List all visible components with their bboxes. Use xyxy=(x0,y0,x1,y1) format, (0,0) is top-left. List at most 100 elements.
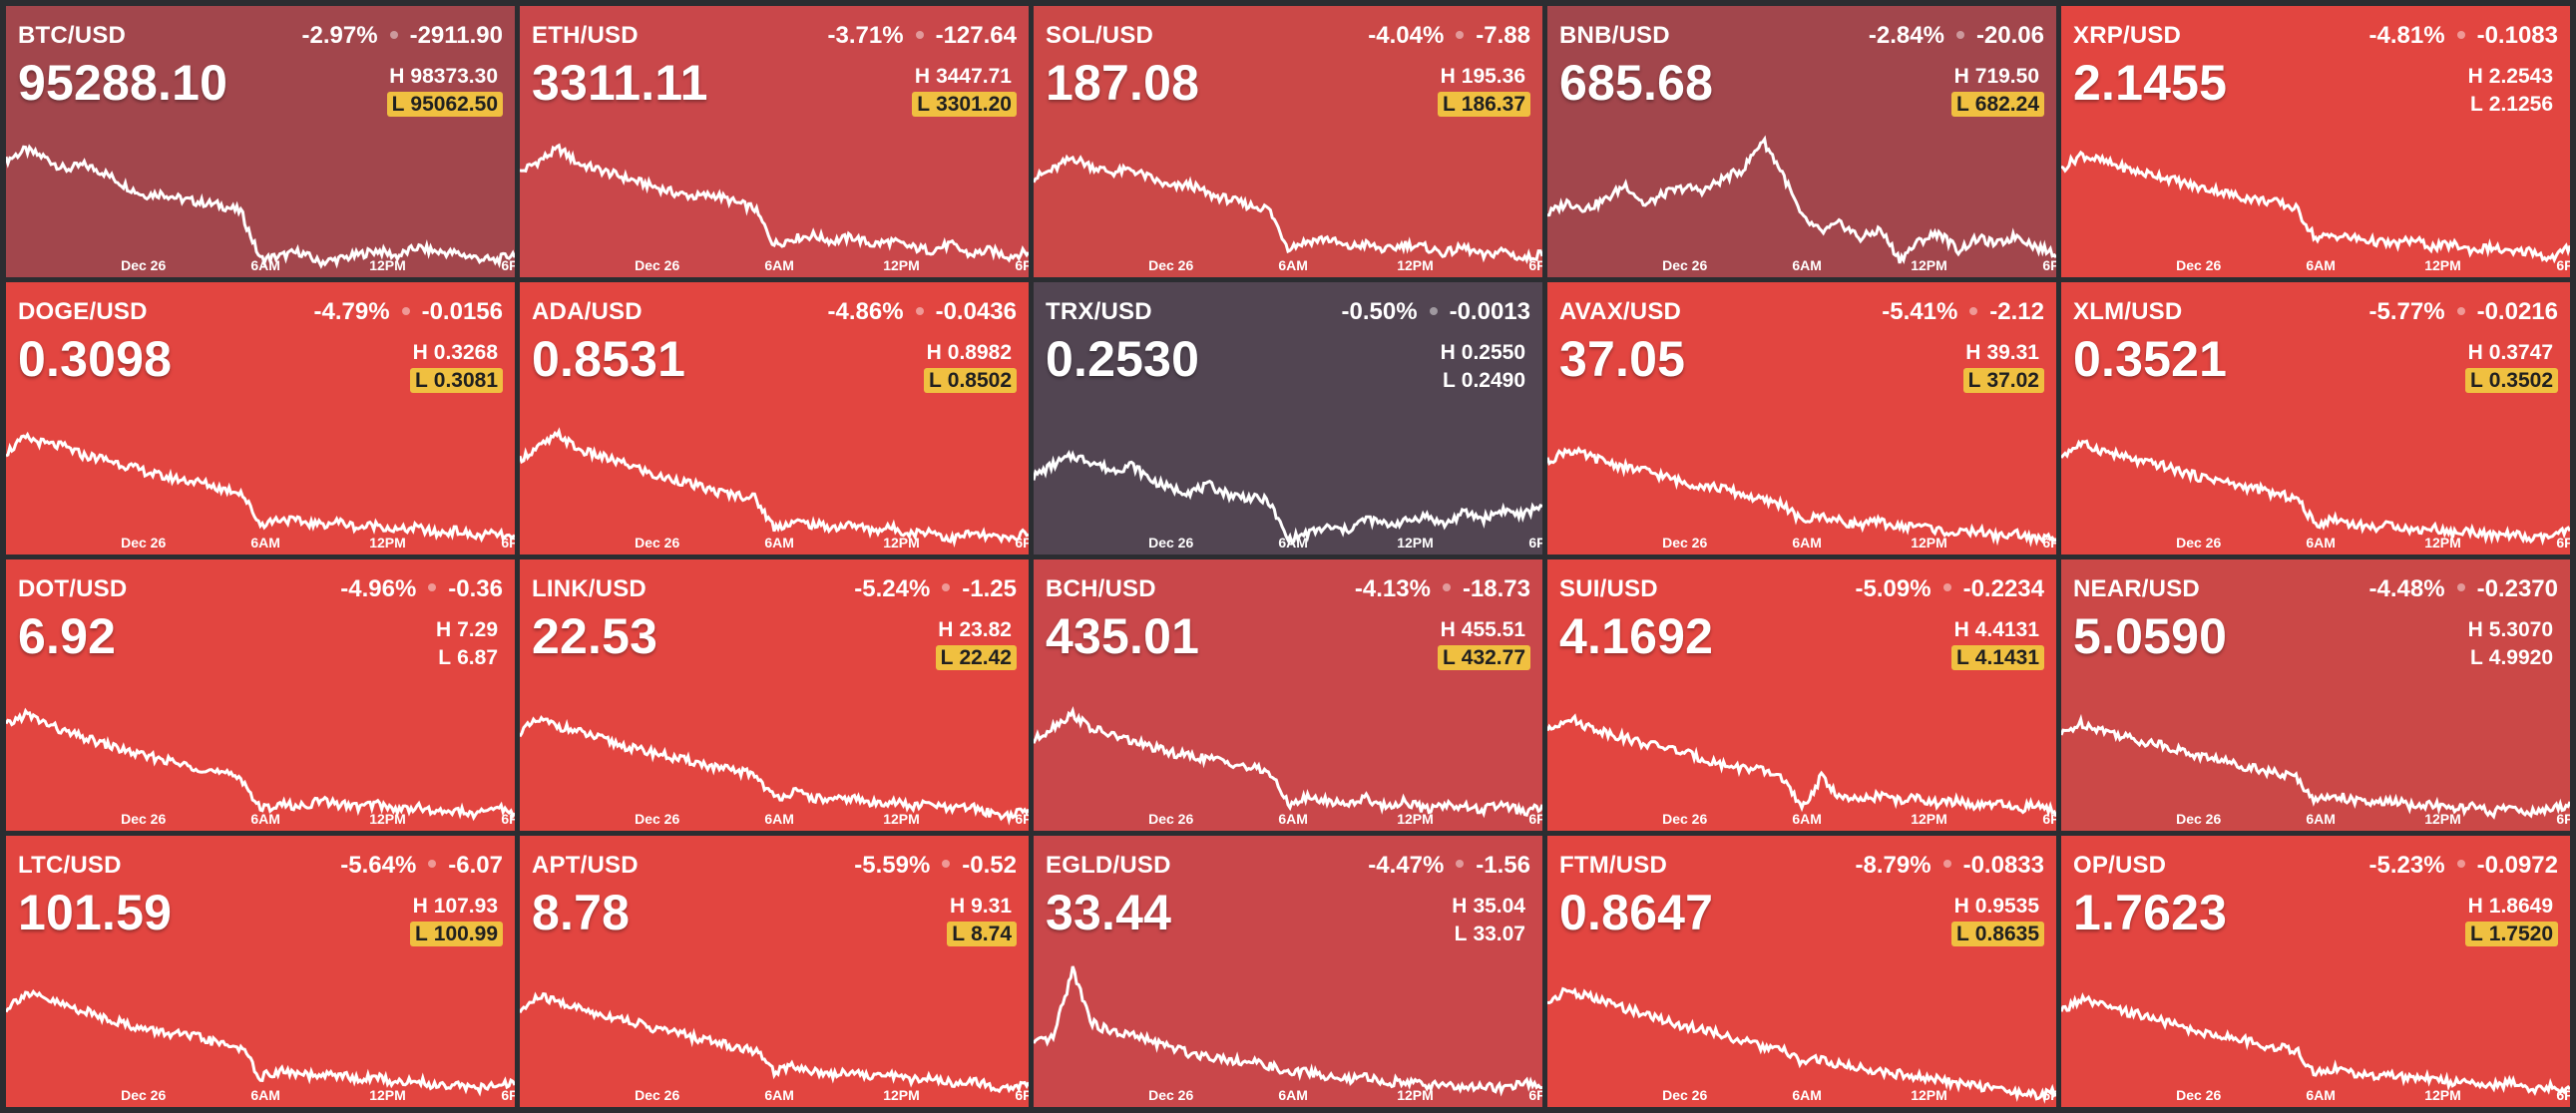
ticker-tile-dot[interactable]: DOT/USD -4.96% -0.36 6.92 H 7.29 L 6.87 Dec… xyxy=(6,558,515,831)
low-value: L 0.3502 xyxy=(2464,368,2558,394)
ticker-symbol: DOT/USD xyxy=(18,574,128,602)
ticker-tile-bch[interactable]: BCH/USD -4.13% -18.73 435.01 H 455.51 L 432… xyxy=(1034,558,1542,831)
time-label: 6P xyxy=(1015,1087,1029,1103)
sparkline-line xyxy=(1547,140,2056,264)
low-label: L xyxy=(2469,922,2483,945)
time-label: 6P xyxy=(1015,810,1029,827)
change-percent: -0.50% xyxy=(1341,298,1418,326)
time-label: Dec 26 xyxy=(1148,810,1194,827)
ticker-price: 6.92 xyxy=(18,607,117,664)
ticker-tile-ada[interactable]: ADA/USD -4.86% -0.0436 0.8531 H 0.8982 L 0.… xyxy=(520,282,1029,555)
sparkline-line xyxy=(1547,989,2056,1099)
time-label: 6AM xyxy=(2306,1087,2336,1103)
ticker-tile-ftm[interactable]: FTM/USD -8.79% -0.0833 0.8647 H 0.9535 L 0.… xyxy=(1547,835,2056,1107)
low-label: L xyxy=(1955,922,1969,945)
time-axis: Dec 26 6AM 12PM 6P xyxy=(1547,535,2056,553)
time-label: 12PM xyxy=(1911,1087,1947,1103)
low-value-text: 37.02 xyxy=(1986,369,2039,393)
high-value-text: 3447.71 xyxy=(936,65,1012,88)
time-label: Dec 26 xyxy=(1148,1087,1194,1103)
time-label: 12PM xyxy=(883,257,920,274)
time-label: Dec 26 xyxy=(121,810,167,827)
sparkline-line xyxy=(2061,441,2570,542)
high-value-text: 23.82 xyxy=(959,617,1012,641)
sparkline-line xyxy=(2061,719,2570,817)
ticker-tile-xrp[interactable]: XRP/USD -4.81% -0.1083 2.1455 H 2.2543 L 2.… xyxy=(2061,6,2570,278)
ticker-tile-sui[interactable]: SUI/USD -5.09% -0.2234 4.1692 H 4.4131 L 4.… xyxy=(1547,558,2056,831)
ticker-tile-btc[interactable]: BTC/USD -2.97% -2911.90 95288.10 H 98373.3… xyxy=(6,6,515,278)
ticker-tile-link[interactable]: LINK/USD -5.24% -1.25 22.53 H 23.82 L 22.42… xyxy=(520,558,1029,831)
ticker-symbol: ADA/USD xyxy=(532,298,643,326)
sparkline-line xyxy=(520,431,1029,542)
ticker-tile-apt[interactable]: APT/USD -5.59% -0.52 8.78 H 9.31 L 8.74 Dec… xyxy=(520,835,1029,1107)
time-label: 6P xyxy=(1528,1087,1542,1103)
time-label: Dec 26 xyxy=(121,534,167,551)
ticker-tile-trx[interactable]: TRX/USD -0.50% -0.0013 0.2530 H 0.2550 L 0.… xyxy=(1034,282,1542,555)
sparkline-line xyxy=(2061,996,2570,1093)
ticker-price: 0.8531 xyxy=(532,331,686,388)
low-value-text: 0.2490 xyxy=(1461,369,1525,393)
ticker-price: 22.53 xyxy=(532,607,658,664)
sparkline-line xyxy=(6,991,515,1092)
ticker-symbol: XRP/USD xyxy=(2073,22,2182,49)
high-label: H xyxy=(1953,65,1969,88)
ticker-change: -5.09% -0.2234 xyxy=(1856,575,2044,603)
ticker-symbol: NEAR/USD xyxy=(2073,574,2200,602)
ticker-symbol: BCH/USD xyxy=(1046,574,1156,602)
ticker-tile-sol[interactable]: SOL/USD -4.04% -7.88 187.08 H 195.36 L 186.… xyxy=(1034,6,1542,278)
ticker-tile-egld[interactable]: EGLD/USD -4.47% -1.56 33.44 H 35.04 L 33.07… xyxy=(1034,835,1542,1107)
high-value: H 2.2543 xyxy=(2463,64,2558,89)
change-percent: -5.77% xyxy=(2368,298,2445,326)
ticker-price: 101.59 xyxy=(18,884,173,940)
high-value: H 0.2550 xyxy=(1436,340,1530,365)
low-value: L 0.8635 xyxy=(1950,921,2044,946)
low-label: L xyxy=(952,922,966,945)
ticker-tile-eth[interactable]: ETH/USD -3.71% -127.64 3311.11 H 3447.71 L… xyxy=(520,6,1029,278)
high-label: H xyxy=(2467,341,2483,365)
ticker-tile-op[interactable]: OP/USD -5.23% -0.0972 1.7623 H 1.8649 L 1.7… xyxy=(2061,835,2570,1107)
ticker-tile-xlm[interactable]: XLM/USD -5.77% -0.0216 0.3521 H 0.3747 L 0.… xyxy=(2061,282,2570,555)
time-axis: Dec 26 6AM 12PM 6P xyxy=(6,257,515,275)
ticker-change: -4.96% -0.36 xyxy=(340,575,503,603)
time-axis: Dec 26 6AM 12PM 6P xyxy=(520,535,1029,553)
time-label: 12PM xyxy=(883,810,920,827)
ticker-price: 4.1692 xyxy=(1559,607,1714,664)
sparkline-line xyxy=(520,994,1029,1092)
time-label: 12PM xyxy=(369,1087,406,1103)
ticker-price: 5.0590 xyxy=(2073,607,2228,664)
change-percent: -5.23% xyxy=(2368,851,2445,879)
change-percent: -3.71% xyxy=(827,22,904,49)
change-percent: -4.79% xyxy=(313,298,390,326)
time-label: Dec 26 xyxy=(121,1087,167,1103)
low-value: L 6.87 xyxy=(433,645,503,670)
time-axis: Dec 26 6AM 12PM 6P xyxy=(6,535,515,553)
high-value-text: 195.36 xyxy=(1461,65,1525,88)
separator-dot xyxy=(1969,306,1978,315)
change-absolute: -20.06 xyxy=(1975,22,2044,49)
time-label: 6AM xyxy=(2306,257,2336,274)
ticker-tile-avax[interactable]: AVAX/USD -5.41% -2.12 37.05 H 39.31 L 37.02… xyxy=(1547,282,2056,555)
low-value-text: 0.3502 xyxy=(2488,369,2553,393)
time-label: Dec 26 xyxy=(1662,257,1708,274)
time-label: 6P xyxy=(2042,534,2056,551)
high-value: H 0.3747 xyxy=(2463,340,2558,365)
time-label: 6P xyxy=(1528,534,1542,551)
high-label: H xyxy=(1440,617,1456,641)
ticker-symbol: APT/USD xyxy=(532,851,639,879)
ticker-tile-ltc[interactable]: LTC/USD -5.64% -6.07 101.59 H 107.93 L 100.… xyxy=(6,835,515,1107)
sparkline-line xyxy=(6,711,515,818)
ticker-change: -4.86% -0.0436 xyxy=(828,298,1017,326)
ticker-change: -5.64% -6.07 xyxy=(340,852,503,880)
high-value-text: 35.04 xyxy=(1473,894,1525,918)
sparkline-chart xyxy=(1034,681,1542,831)
sparkline-chart xyxy=(1547,405,2056,555)
time-axis: Dec 26 6AM 12PM 6P xyxy=(1034,1087,1542,1105)
low-value-text: 186.37 xyxy=(1461,93,1525,116)
ticker-tile-bnb[interactable]: BNB/USD -2.84% -20.06 685.68 H 719.50 L 682… xyxy=(1547,6,2056,278)
low-value-text: 8.74 xyxy=(971,922,1012,945)
time-label: 6P xyxy=(2556,810,2570,827)
sparkline-chart xyxy=(6,128,515,277)
change-percent: -8.79% xyxy=(1855,851,1932,879)
